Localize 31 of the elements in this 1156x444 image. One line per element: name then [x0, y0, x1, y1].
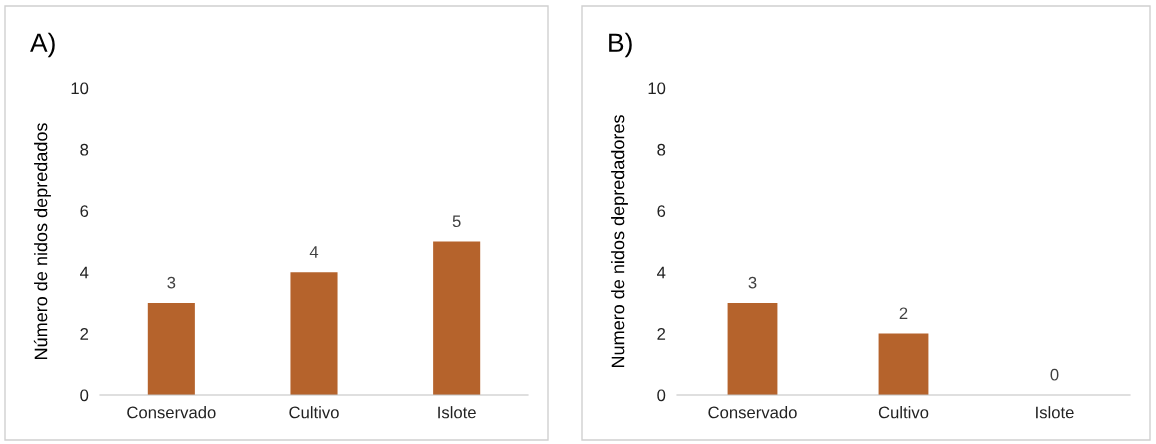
y-tick-label: 8	[657, 143, 666, 156]
y-tick-label: 10	[648, 82, 666, 95]
x-tick-label: Conservado	[708, 406, 797, 419]
x-tick-label: Cultivo	[878, 406, 929, 419]
y-tick-label: 2	[657, 328, 666, 340]
x-tick-label: Conservado	[127, 406, 216, 419]
y-axis-title: Número de nidos depredados	[33, 123, 51, 359]
x-tick-label: Islote	[1036, 406, 1074, 419]
y-tick-label: 0	[80, 389, 89, 402]
y-tick-label: 4	[80, 266, 89, 279]
data-label: 0	[1050, 368, 1059, 381]
y-axis-title: Numero de nidos depredadores	[611, 115, 628, 367]
y-tick-label: 6	[80, 205, 89, 217]
bar	[290, 272, 338, 395]
y-tick-label: 6	[657, 205, 666, 217]
chart-title: A)	[30, 32, 55, 58]
y-tick-label: 4	[657, 266, 666, 279]
data-label: 4	[309, 246, 319, 258]
y-tick-label: 2	[80, 328, 89, 340]
y-tick-label: 0	[657, 389, 666, 402]
y-tick-label: 8	[80, 143, 89, 156]
x-tick-label: Cultivo	[289, 406, 339, 419]
bar	[147, 302, 195, 395]
data-label: 3	[748, 276, 757, 289]
x-tick-label: Islote	[438, 406, 476, 419]
data-label: 2	[899, 307, 908, 320]
data-label: 3	[167, 276, 176, 289]
chart-title: B)	[609, 32, 632, 58]
bar	[433, 241, 481, 395]
y-tick-label: 10	[71, 82, 89, 95]
data-label: 5	[452, 215, 461, 228]
